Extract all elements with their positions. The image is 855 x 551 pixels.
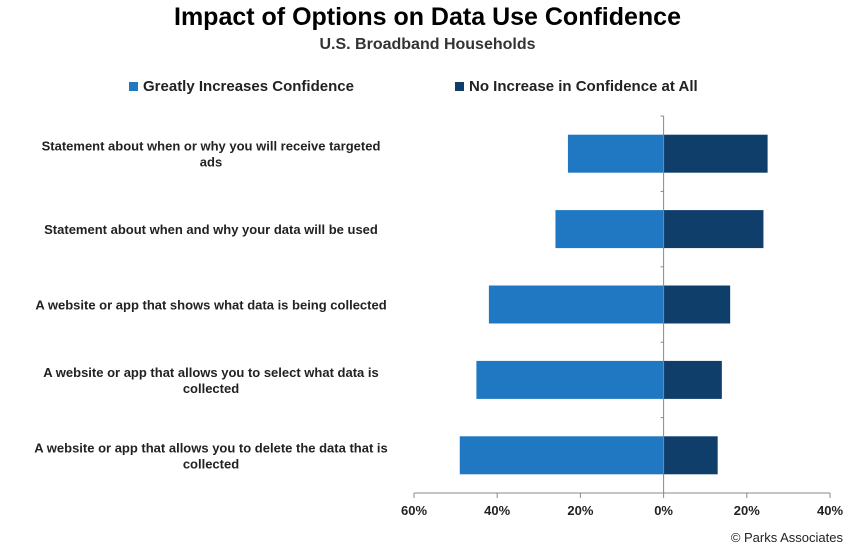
category-label-4-line-2: collected <box>183 381 239 396</box>
category-label-2: Statement about when and why your data w… <box>44 222 378 237</box>
category-label-3: A website or app that shows what data is… <box>35 298 386 313</box>
chart-subtitle: U.S. Broadband Households <box>319 36 536 53</box>
bar-greatly-increases-5 <box>459 436 664 475</box>
x-tick-label-1: 60% <box>401 503 427 518</box>
bar-greatly-increases-3 <box>488 285 664 324</box>
x-tick-label-3: 20% <box>567 503 593 518</box>
category-label-4-line-1: A website or app that allows you to sele… <box>43 365 378 380</box>
bar-greatly-increases-4 <box>476 360 664 399</box>
bar-no-increase-3 <box>663 285 731 324</box>
legend: Greatly Increases Confidence No Increase… <box>0 78 855 100</box>
x-tick-label-4: 0% <box>654 503 673 518</box>
legend-item-greatly-increases: Greatly Increases Confidence <box>129 78 354 95</box>
bar-greatly-increases-1 <box>567 134 664 173</box>
bar-no-increase-1 <box>663 134 768 173</box>
bar-no-increase-2 <box>663 210 764 249</box>
legend-label-greatly-increases: Greatly Increases Confidence <box>143 78 354 95</box>
copyright-text: © Parks Associates <box>730 530 843 545</box>
x-tick-label-2: 40% <box>484 503 510 518</box>
bar-no-increase-5 <box>663 436 718 475</box>
legend-label-no-increase: No Increase in Confidence at All <box>469 78 698 95</box>
x-tick-label-6: 40% <box>817 503 843 518</box>
bar-no-increase-4 <box>663 360 722 399</box>
category-label-5-line-1: A website or app that allows you to dele… <box>34 440 387 455</box>
legend-swatch-no-increase <box>455 82 464 91</box>
legend-swatch-greatly-increases <box>129 82 138 91</box>
category-label-1-line-1: Statement about when or why you will rec… <box>42 139 381 154</box>
category-label-5-line-2: collected <box>183 456 239 471</box>
category-label-1-line-2: ads <box>200 155 222 170</box>
bar-greatly-increases-2 <box>555 210 664 249</box>
legend-item-no-increase: No Increase in Confidence at All <box>455 78 698 95</box>
chart-title: Impact of Options on Data Use Confidence <box>174 3 681 31</box>
x-tick-label-5: 20% <box>734 503 760 518</box>
